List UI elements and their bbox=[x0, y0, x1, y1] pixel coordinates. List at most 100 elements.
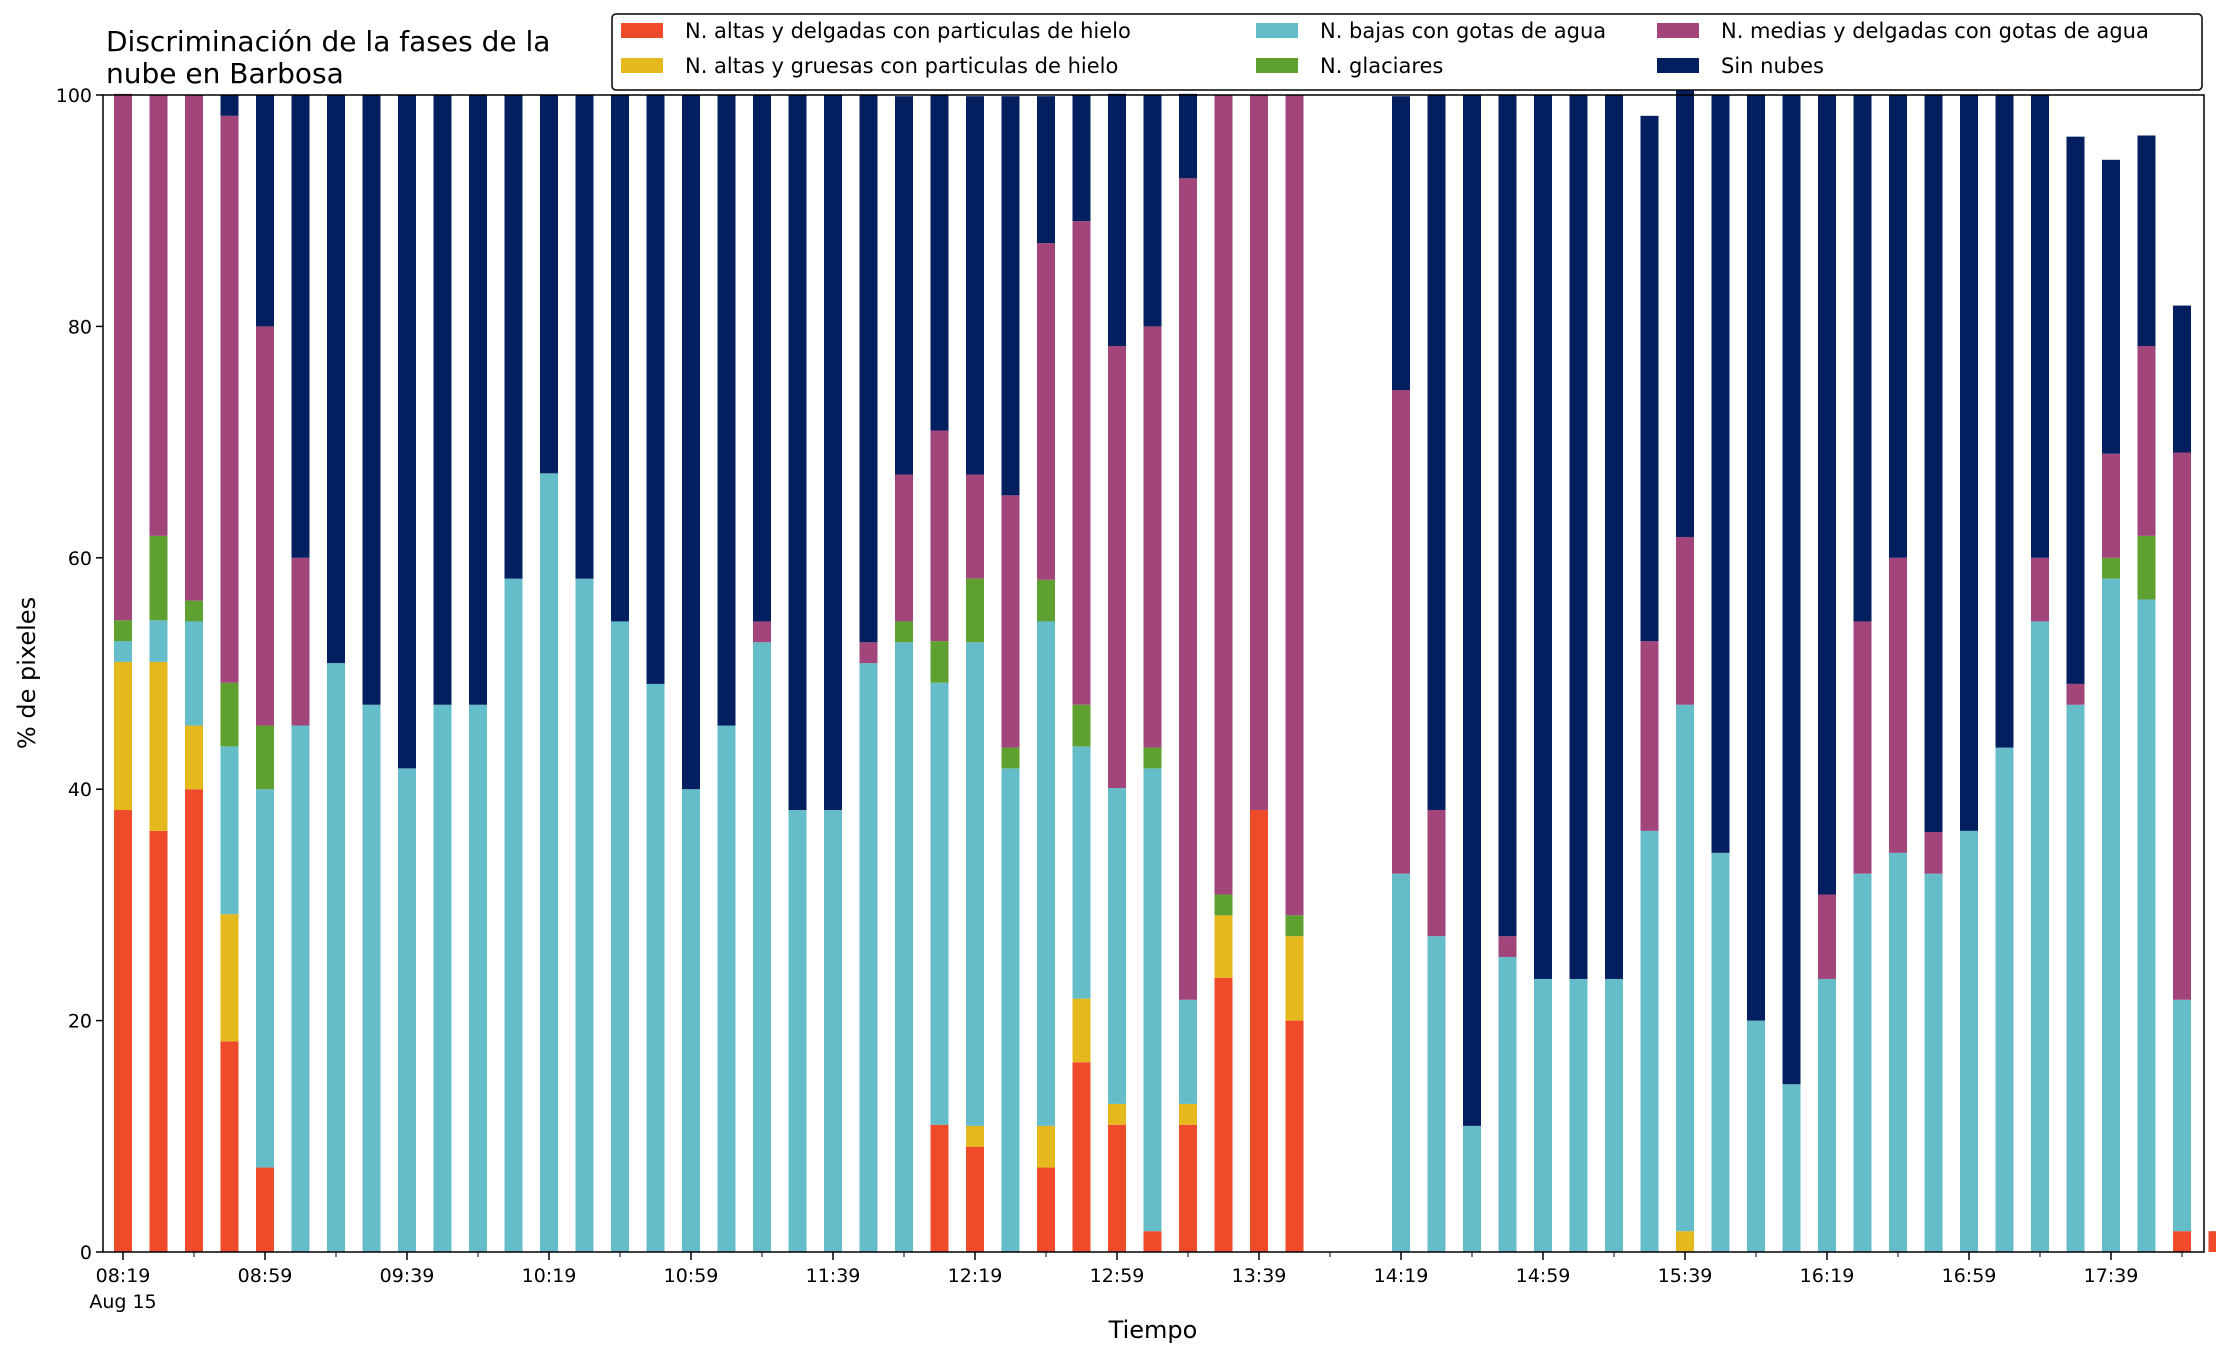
bar-segment-s2-14 bbox=[611, 621, 629, 1252]
bar-segment-s2-12 bbox=[540, 473, 558, 1252]
bar-segment-s2-11 bbox=[505, 579, 523, 1252]
bar-segment-s5-43 bbox=[1676, 74, 1694, 537]
bar-segment-s5-45 bbox=[1747, 95, 1765, 1021]
bar-segment-s4-48 bbox=[1854, 621, 1872, 873]
x-tick-label-10: 14:59 bbox=[1516, 1265, 1571, 1287]
bar-segment-s2-38 bbox=[1499, 957, 1517, 1252]
bar-segment-s2-48 bbox=[1854, 874, 1872, 1252]
bar-segment-s4-5 bbox=[292, 558, 310, 726]
bar-segment-s4-36 bbox=[1428, 810, 1446, 936]
bar-segment-s4-42 bbox=[1641, 641, 1659, 831]
bar-segment-s2-57 bbox=[2173, 1000, 2191, 1231]
chart-title-line-1: Discriminación de la fases de la bbox=[106, 25, 550, 58]
bar-segment-s5-29 bbox=[1144, 95, 1162, 326]
bar-segment-s2-25 bbox=[1002, 768, 1020, 1252]
x-date-label: Aug 15 bbox=[89, 1291, 156, 1313]
y-tick-label-40: 40 bbox=[68, 779, 92, 801]
legend-swatch-0 bbox=[621, 23, 663, 38]
bar-segment-s5-14 bbox=[611, 95, 629, 621]
bar-segment-s5-18 bbox=[753, 95, 771, 621]
bar-segment-s5-8 bbox=[398, 95, 416, 768]
bar-segment-s4-28 bbox=[1108, 346, 1126, 788]
bar-segment-s0-3 bbox=[221, 1041, 239, 1252]
bar-segment-s5-10 bbox=[469, 95, 487, 705]
bar-segment-s2-49 bbox=[1889, 853, 1907, 1252]
bar-segment-s5-44 bbox=[1712, 95, 1730, 853]
bar-segment-s2-40 bbox=[1570, 979, 1588, 1252]
bar-segment-s5-53 bbox=[2031, 95, 2049, 558]
bar-segment-s5-24 bbox=[966, 96, 984, 474]
bar-segment-s2-42 bbox=[1641, 831, 1659, 1252]
bar-segment-s5-21 bbox=[860, 95, 878, 642]
legend-swatch-4 bbox=[1657, 23, 1699, 38]
bar-segment-s4-2 bbox=[185, 95, 203, 601]
bar-segment-s5-23 bbox=[931, 95, 949, 431]
bar-segment-s1-1 bbox=[150, 662, 168, 831]
bar-segment-s2-17 bbox=[718, 726, 736, 1252]
bar-segment-s4-24 bbox=[966, 475, 984, 579]
bar-segment-s0-58 bbox=[2209, 1231, 2216, 1252]
bar-segment-s2-0 bbox=[114, 641, 132, 662]
bar-segment-s2-46 bbox=[1783, 1084, 1801, 1252]
x-tick-label-1: 08:59 bbox=[238, 1265, 293, 1287]
bar-segment-s2-43 bbox=[1676, 705, 1694, 1231]
bar-segment-s3-27 bbox=[1073, 705, 1091, 747]
bar-segment-s2-16 bbox=[682, 789, 700, 1252]
bar-segment-s1-31 bbox=[1215, 915, 1233, 977]
bar-segment-s4-3 bbox=[221, 116, 239, 683]
bar-segment-s2-27 bbox=[1073, 746, 1091, 998]
bar-segment-s2-37 bbox=[1463, 1126, 1481, 1252]
legend-swatch-1 bbox=[621, 58, 663, 73]
bar-segment-s3-55 bbox=[2102, 558, 2120, 579]
legend: N. altas y delgadas con particulas de hi… bbox=[612, 14, 2202, 90]
bar-segment-s3-0 bbox=[114, 620, 132, 641]
bar-segment-s5-22 bbox=[895, 96, 913, 474]
bar-segment-s2-20 bbox=[824, 810, 842, 1252]
bar-segment-s3-33 bbox=[1286, 915, 1304, 936]
bar-segment-s4-43 bbox=[1676, 537, 1694, 705]
bar-segment-s2-24 bbox=[966, 642, 984, 1126]
bar-segment-s3-56 bbox=[2138, 536, 2156, 600]
bar-segment-s2-45 bbox=[1747, 1021, 1765, 1252]
bar-segment-s2-50 bbox=[1925, 874, 1943, 1252]
bar-segment-s5-25 bbox=[1002, 96, 1020, 495]
bar-segment-s2-53 bbox=[2031, 621, 2049, 1252]
x-tick-label-12: 16:19 bbox=[1800, 1265, 1855, 1287]
bar-segment-s2-7 bbox=[363, 705, 381, 1252]
bar-segment-s2-35 bbox=[1392, 874, 1410, 1252]
bar-segment-s5-57 bbox=[2173, 306, 2191, 453]
bar-segment-s2-13 bbox=[576, 579, 594, 1252]
bar-segment-s1-27 bbox=[1073, 999, 1091, 1063]
bar-segment-s2-19 bbox=[789, 810, 807, 1252]
bar-segment-s0-23 bbox=[931, 1125, 949, 1252]
bar-segment-s5-46 bbox=[1783, 95, 1801, 1084]
legend-label-0: N. altas y delgadas con particulas de hi… bbox=[685, 19, 1131, 43]
bar-segment-s5-37 bbox=[1463, 95, 1481, 1126]
bar-segment-s4-25 bbox=[1002, 495, 1020, 747]
bar-segment-s2-18 bbox=[753, 642, 771, 1252]
bar-segment-s4-22 bbox=[895, 475, 913, 622]
bar-segment-s5-39 bbox=[1534, 95, 1552, 979]
bar-segment-s2-3 bbox=[221, 746, 239, 914]
legend-label-5: Sin nubes bbox=[1721, 54, 1824, 78]
bar-segment-s4-33 bbox=[1286, 95, 1304, 915]
bar-segment-s5-41 bbox=[1605, 95, 1623, 979]
legend-swatch-2 bbox=[1256, 23, 1298, 38]
bar-segment-s1-3 bbox=[221, 914, 239, 1041]
bar-segment-s4-27 bbox=[1073, 221, 1091, 705]
bar-segment-s4-23 bbox=[931, 431, 949, 642]
bar-segment-s0-32 bbox=[1250, 810, 1268, 1252]
bar-segment-s3-26 bbox=[1037, 580, 1055, 622]
bar-segment-s4-57 bbox=[2173, 453, 2191, 1000]
bar-segment-s5-28 bbox=[1108, 94, 1126, 346]
bar-segment-s5-47 bbox=[1818, 95, 1836, 894]
y-tick-label-60: 60 bbox=[68, 548, 92, 570]
bar-segment-s5-49 bbox=[1889, 95, 1907, 558]
bar-segment-s5-26 bbox=[1037, 96, 1055, 243]
x-tick-label-13: 16:59 bbox=[1942, 1265, 1997, 1287]
bar-segment-s0-33 bbox=[1286, 1021, 1304, 1252]
x-tick-label-6: 12:19 bbox=[948, 1265, 1003, 1287]
bar-segment-s2-28 bbox=[1108, 788, 1126, 1104]
x-tick-label-11: 15:39 bbox=[1658, 1265, 1713, 1287]
